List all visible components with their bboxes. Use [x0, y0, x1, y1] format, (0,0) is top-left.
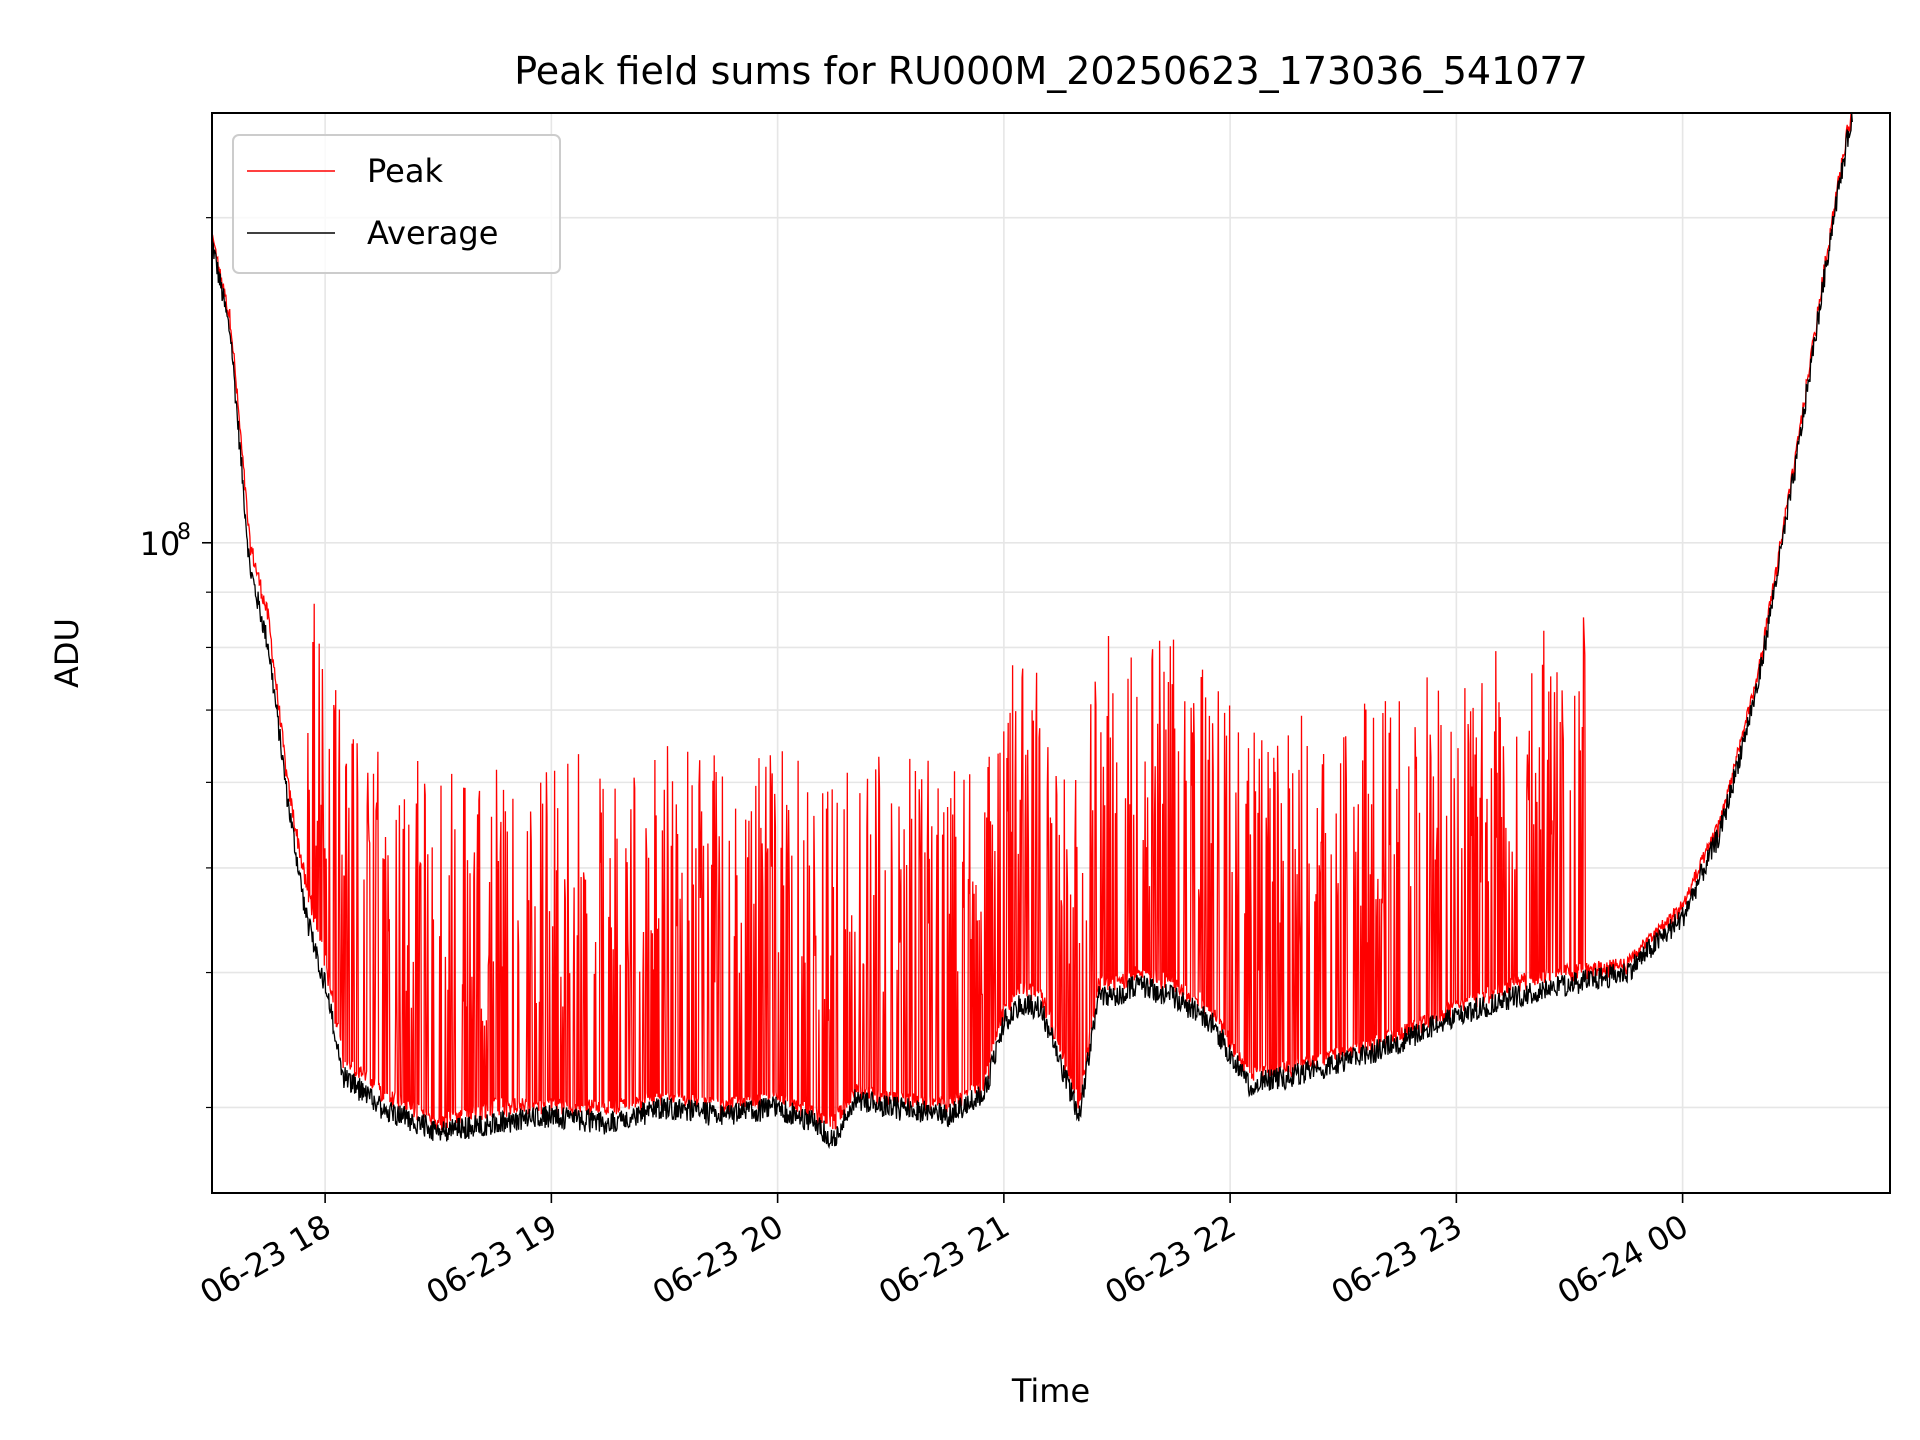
- series-layer: [211, 112, 1853, 1150]
- x-tick-label: 06-23 21: [872, 1207, 1016, 1312]
- x-tick-label: 06-23 18: [194, 1207, 338, 1312]
- x-axis-label: Time: [1011, 1372, 1090, 1410]
- y-tick-label-exponent: 8: [177, 520, 191, 545]
- x-tick-label: 06-23 19: [420, 1207, 564, 1312]
- y-axis-label: ADU: [48, 618, 86, 688]
- legend-box: [232, 134, 561, 274]
- y-tick-label: 10: [140, 525, 181, 563]
- legend-label-average: Average: [367, 214, 498, 252]
- x-tick-label: 06-24 00: [1551, 1207, 1695, 1312]
- x-axis: 06-23 18 06-23 19 06-23 20 06-23 21 06-23 22…: [194, 1193, 1695, 1312]
- plot-frame: [211, 112, 1891, 1194]
- x-tick-label: 06-23 20: [646, 1207, 790, 1312]
- legend-label-peak: Peak: [367, 152, 443, 190]
- series-line-peak: [211, 112, 1853, 1131]
- grid: [212, 113, 1890, 1193]
- x-tick-label: 06-23 22: [1099, 1207, 1243, 1312]
- legend: Peak Average: [232, 134, 561, 274]
- series-line-average: [211, 112, 1853, 1150]
- x-tick-label: 06-23 23: [1325, 1207, 1469, 1312]
- y-axis: 108: [140, 217, 212, 1109]
- chart-title: Peak field sums for RU000M_20250623_1730…: [514, 49, 1588, 93]
